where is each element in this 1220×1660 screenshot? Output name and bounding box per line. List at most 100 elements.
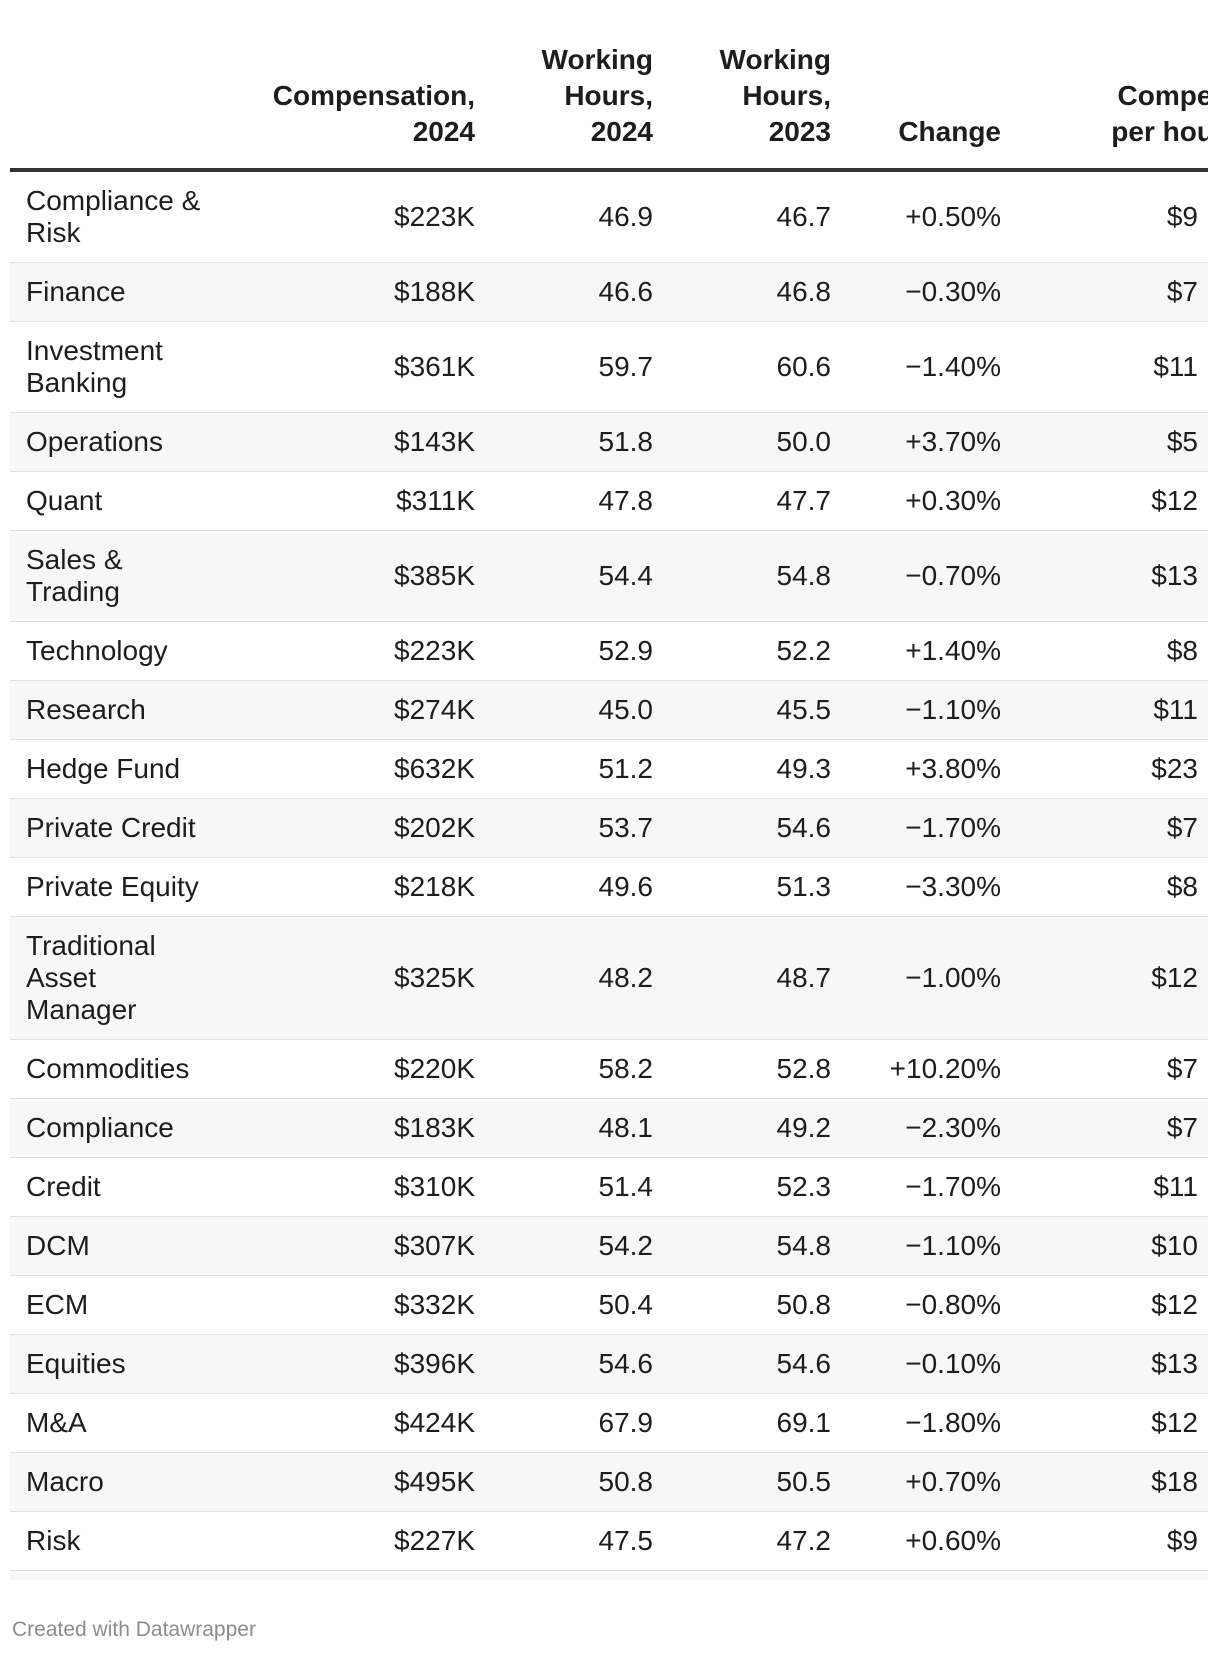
change-cell: −1.70%: [831, 798, 1001, 858]
compensation-2024-cell: $307K: [210, 1216, 475, 1276]
column-header-compensation-2024: Compensation, 2024: [210, 0, 475, 172]
compensation-2024-cell: $311K: [210, 471, 475, 531]
table-row: Risk $227K 47.5 47.2 +0.60% $9: [10, 1511, 1208, 1571]
compensation-per-hour-cell: $8: [1001, 621, 1208, 681]
working-hours-2024-cell: 48.1: [475, 1098, 653, 1158]
compensation-2024-cell: $385K: [210, 530, 475, 622]
column-header-line: 2024: [412, 116, 475, 147]
compensation-2024-cell: $274K: [210, 680, 475, 740]
working-hours-2024-cell: 67.9: [475, 1393, 653, 1453]
table-row: Research $274K 45.0 45.5 −1.10% $11: [10, 680, 1208, 740]
department-cell: Research: [10, 680, 210, 740]
working-hours-2023-cell: 54.8: [653, 530, 831, 622]
working-hours-2024-cell: 58.2: [475, 1039, 653, 1099]
table-row: Compliance $183K 48.1 49.2 −2.30% $7: [10, 1098, 1208, 1158]
compensation-2024-cell: $220K: [210, 1039, 475, 1099]
compensation-2024-cell: $332K: [210, 1275, 475, 1335]
working-hours-2023-cell: 69.1: [653, 1393, 831, 1453]
department-cell: Commodities: [10, 1039, 210, 1099]
compensation-per-hour-cell: $5: [1001, 412, 1208, 472]
department-cell: Macro: [10, 1452, 210, 1512]
compensation-2024-cell: $202K: [210, 798, 475, 858]
table-row: Commodities $220K 58.2 52.8 +10.20% $7: [10, 1039, 1208, 1099]
compensation-2024-cell: $310K: [210, 1157, 475, 1217]
working-hours-2024-cell: 47.8: [475, 471, 653, 531]
change-cell: +0.70%: [831, 1452, 1001, 1512]
working-hours-2023-cell: 45.5: [653, 680, 831, 740]
change-cell: −2.30%: [831, 1098, 1001, 1158]
table-viewport[interactable]: Compensation, 2024 Working Hours, 2024 Work…: [10, 0, 1208, 1580]
working-hours-2024-cell: 50.4: [475, 1275, 653, 1335]
department-cell: Quant: [10, 471, 210, 531]
working-hours-2024-cell: 53.7: [475, 798, 653, 858]
change-cell: −1.10%: [831, 680, 1001, 740]
compensation-2024-cell: $188K: [210, 262, 475, 322]
compensation-per-hour-cell: $11: [1001, 1157, 1208, 1217]
working-hours-2024-cell: 52.9: [475, 621, 653, 681]
department-cell: Technology: [10, 621, 210, 681]
table-row: Credit $310K 51.4 52.3 −1.70% $11: [10, 1157, 1208, 1217]
table-row: Finance $188K 46.6 46.8 −0.30% $7: [10, 262, 1208, 322]
compensation-2024-cell: $223K: [210, 170, 475, 263]
compensation-2024-cell: $325K: [210, 916, 475, 1040]
department-cell: Compliance & Risk: [10, 170, 210, 263]
compensation-2024-cell: $269K: [210, 1570, 475, 1580]
compensation-per-hour-cell: $18: [1001, 1452, 1208, 1512]
column-header-line: Hours,: [564, 80, 653, 111]
change-cell: −1.40%: [831, 321, 1001, 413]
table-row: Quant $311K 47.8 47.7 +0.30% $12: [10, 471, 1208, 531]
department-cell: Finance: [10, 262, 210, 322]
table-row: Equities $396K 54.6 54.6 −0.10% $13: [10, 1334, 1208, 1394]
working-hours-2023-cell: 51.3: [653, 857, 831, 917]
department-cell: Traditional Asset Manager: [10, 916, 210, 1040]
working-hours-2024-cell: 50.8: [475, 1452, 653, 1512]
compensation-2024-cell: $495K: [210, 1452, 475, 1512]
compensation-per-hour-cell: $7: [1001, 262, 1208, 322]
working-hours-2023-cell: 47.2: [653, 1511, 831, 1571]
column-header-line: Working: [719, 44, 831, 75]
datawrapper-credit[interactable]: Created with Datawrapper: [12, 1618, 256, 1641]
working-hours-2024-cell: 51.2: [475, 739, 653, 799]
table-row: Operations $143K 51.8 50.0 +3.70% $5: [10, 412, 1208, 472]
working-hours-2023-cell: 49.2: [653, 1098, 831, 1158]
table-row: Investment Banking $361K 59.7 60.6 −1.40% $11: [10, 321, 1208, 413]
compensation-2024-cell: $424K: [210, 1393, 475, 1453]
working-hours-2024-cell: 47.5: [475, 1511, 653, 1571]
compensation-2024-cell: $143K: [210, 412, 475, 472]
department-cell: Risk: [10, 1511, 210, 1571]
working-hours-2024-cell: 49.6: [475, 857, 653, 917]
compensation-2024-cell: $227K: [210, 1511, 475, 1571]
working-hours-2023-cell: 54.6: [653, 798, 831, 858]
working-hours-2024-cell: 46.9: [475, 170, 653, 263]
change-cell: −1.70%: [831, 1157, 1001, 1217]
working-hours-2024-cell: 54.6: [475, 1334, 653, 1394]
table-row: Private Equity $218K 49.6 51.3 −3.30% $8: [10, 857, 1208, 917]
change-cell: +0.30%: [831, 471, 1001, 531]
change-cell: +0.60%: [831, 1570, 1001, 1580]
change-cell: −1.80%: [831, 1393, 1001, 1453]
table-row: Macro $495K 50.8 50.5 +0.70% $18: [10, 1452, 1208, 1512]
working-hours-2023-cell: 48.7: [653, 916, 831, 1040]
compensation-per-hour-cell: $9: [1001, 1511, 1208, 1571]
department-cell: GLOBAL: [10, 1570, 210, 1580]
working-hours-2023-cell: 52.3: [653, 1157, 831, 1217]
change-cell: −0.30%: [831, 262, 1001, 322]
column-header-compensation-per-hour: Compensat per hour, 20: [1001, 0, 1208, 172]
working-hours-2023-cell: 52.2: [653, 621, 831, 681]
working-hours-2024-cell: 48.2: [475, 916, 653, 1040]
column-header-working-hours-2023: Working Hours, 2023: [653, 0, 831, 172]
compensation-2024-cell: $183K: [210, 1098, 475, 1158]
compensation-per-hour-cell: $8: [1001, 857, 1208, 917]
department-cell: ECM: [10, 1275, 210, 1335]
working-hours-2023-cell: 54.6: [653, 1334, 831, 1394]
working-hours-2023-cell: 46.7: [653, 170, 831, 263]
working-hours-2023-cell: 49.3: [653, 739, 831, 799]
change-cell: +3.70%: [831, 412, 1001, 472]
department-cell: Hedge Fund: [10, 739, 210, 799]
compensation-per-hour-cell: $23: [1001, 739, 1208, 799]
column-header-line: Working: [541, 44, 653, 75]
department-cell: Private Equity: [10, 857, 210, 917]
working-hours-2024-cell: 54.2: [475, 1216, 653, 1276]
compensation-2024-cell: $223K: [210, 621, 475, 681]
change-cell: −1.10%: [831, 1216, 1001, 1276]
